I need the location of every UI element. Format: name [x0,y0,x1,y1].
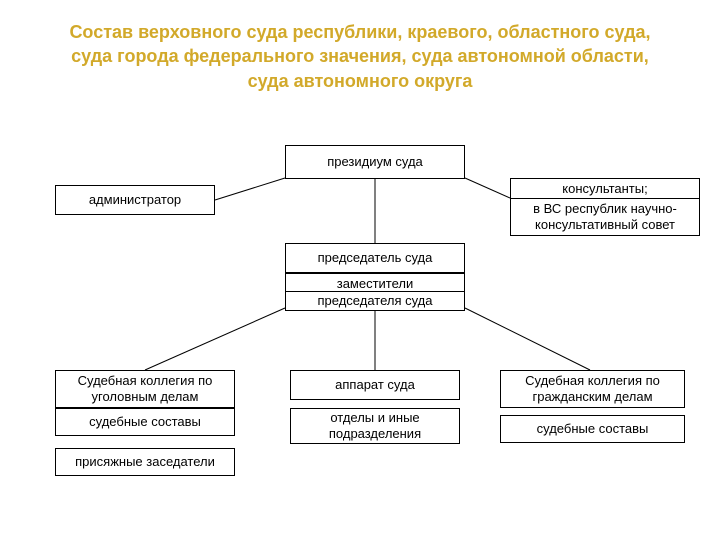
edge-chairman-civil [465,308,590,370]
edge-chairman-crim [145,308,285,370]
node-deputy2: председателя суда [285,291,465,311]
node-presidium: президиум суда [285,145,465,179]
node-deputy1: заместители [285,273,465,293]
node-civil_comp: судебные составы [500,415,685,443]
node-jury: присяжные заседатели [55,448,235,476]
node-consult2: в ВС республик научно-консультативный со… [510,198,700,236]
node-crim: Судебная коллегия по уголовным делам [55,370,235,408]
edge-presidium-admin [215,178,285,200]
node-chairman: председатель суда [285,243,465,273]
node-crim_comp: судебные составы [55,408,235,436]
node-dept: отделы и иные подразделения [290,408,460,444]
diagram-title: Состав верховного суда республики, краев… [50,20,670,93]
node-consult1: консультанты; [510,178,700,198]
edge-presidium-consult [465,178,510,198]
title-text: Состав верховного суда республики, краев… [69,22,650,91]
node-apparatus: аппарат суда [290,370,460,400]
node-civil: Судебная коллегия по гражданским делам [500,370,685,408]
node-admin: администратор [55,185,215,215]
